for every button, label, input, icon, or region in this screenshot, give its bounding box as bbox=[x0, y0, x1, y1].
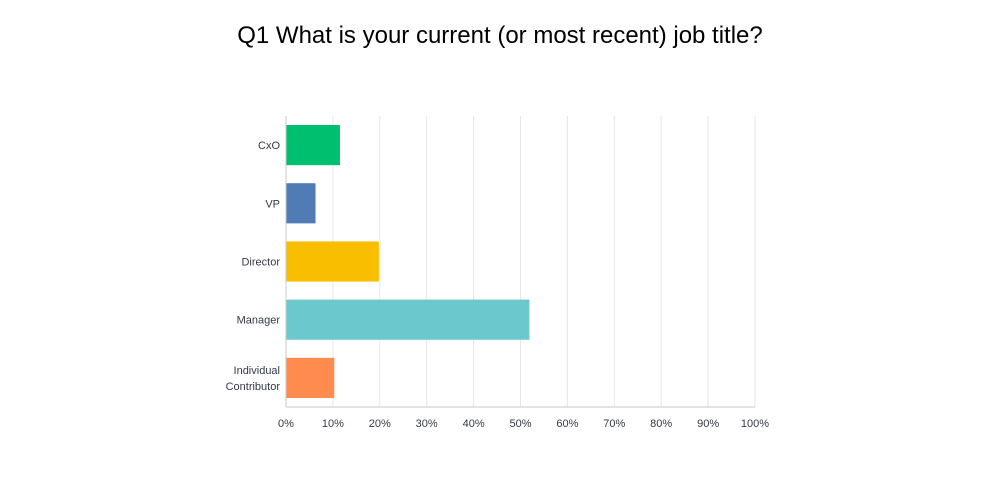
bar bbox=[286, 241, 379, 282]
category-label: CxO bbox=[258, 140, 280, 152]
x-tick-label: 20% bbox=[369, 418, 391, 430]
x-tick-label: 90% bbox=[697, 418, 719, 430]
x-tick-label: 60% bbox=[556, 418, 578, 430]
x-tick-label: 40% bbox=[463, 418, 485, 430]
bar bbox=[286, 357, 335, 398]
x-tick-label: 80% bbox=[650, 418, 672, 430]
bar bbox=[286, 125, 340, 166]
category-label: Manager bbox=[237, 315, 281, 327]
category-label: Contributor bbox=[226, 381, 281, 393]
x-tick-label: 100% bbox=[741, 418, 769, 430]
x-tick-label: 50% bbox=[509, 418, 531, 430]
bar bbox=[286, 183, 316, 224]
x-tick-label: 70% bbox=[603, 418, 625, 430]
bars bbox=[286, 125, 530, 398]
axes bbox=[285, 116, 755, 408]
x-tick-label: 10% bbox=[322, 418, 344, 430]
x-tick-label: 0% bbox=[278, 418, 294, 430]
labels: 0% 10% 20% 30% 40% 50% 60% 70% 80% 90% 100% CxO VP Di… bbox=[226, 140, 770, 430]
x-tick-label: 30% bbox=[416, 418, 438, 430]
grid-lines bbox=[332, 116, 756, 407]
bar bbox=[286, 299, 530, 340]
category-label: Individual bbox=[234, 365, 280, 377]
chart-title: Q1 What is your current (or most recent)… bbox=[237, 22, 763, 49]
category-label: Director bbox=[241, 257, 280, 269]
category-label: VP bbox=[265, 198, 280, 210]
